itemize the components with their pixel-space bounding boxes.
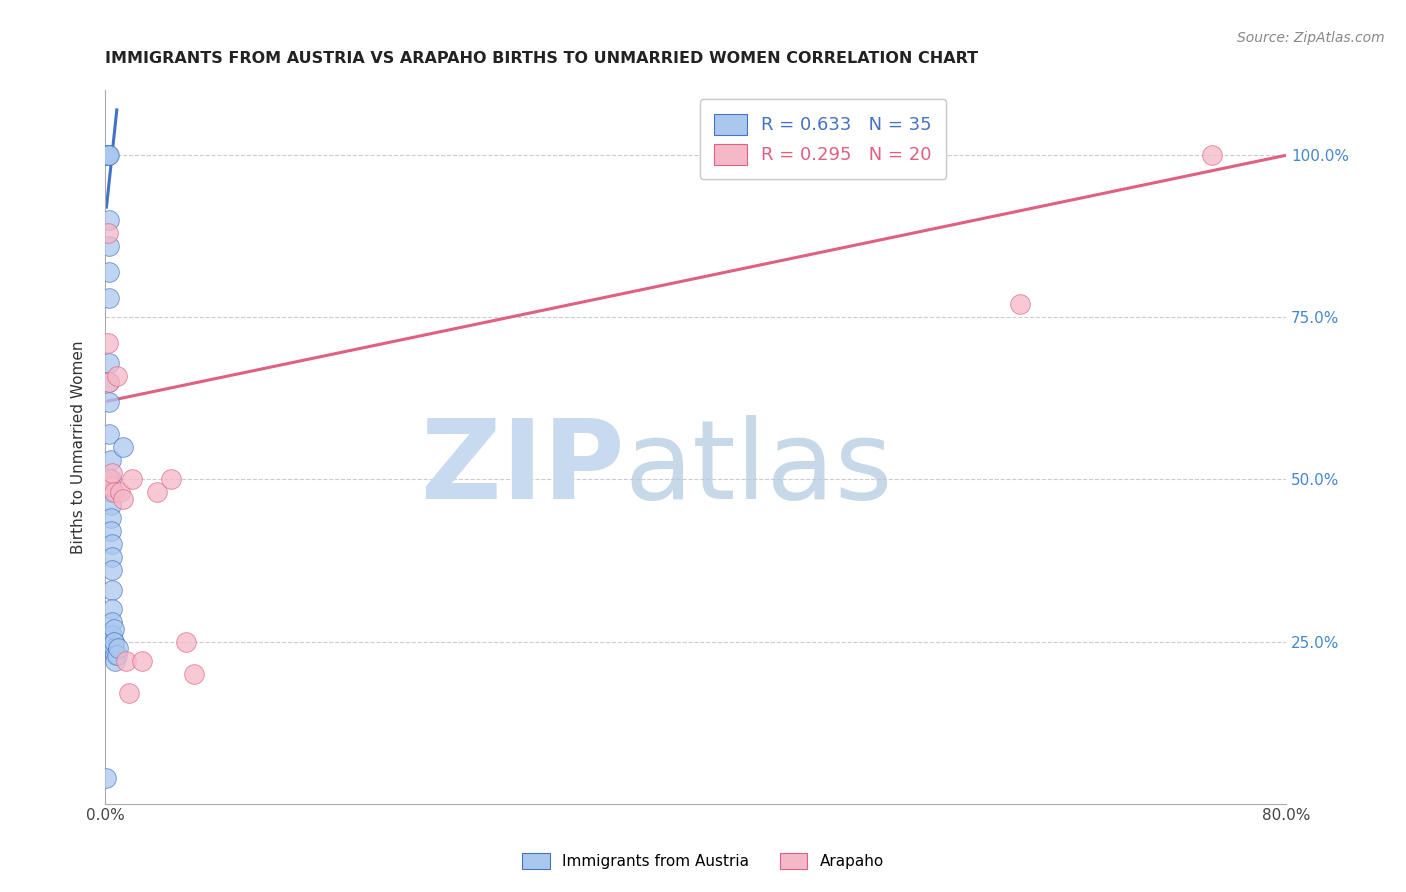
Point [160, 473, 183, 487]
Legend: R = 0.633   N = 35, R = 0.295   N = 20: R = 0.633 N = 35, R = 0.295 N = 20 [700, 100, 946, 179]
Text: atlas: atlas [624, 415, 893, 522]
Point [101, 537, 124, 551]
Point [101, 582, 124, 597]
Point [1010, 297, 1032, 311]
Point [97, 336, 120, 351]
Point [98, 265, 121, 279]
Y-axis label: Births to Unmarried Women: Births to Unmarried Women [72, 340, 86, 554]
Point [101, 550, 124, 565]
Point [96, 771, 118, 785]
Point [104, 648, 127, 662]
Point [98, 427, 121, 442]
Point [103, 634, 125, 648]
Point [111, 491, 134, 506]
Point [103, 485, 125, 500]
Point [98, 375, 121, 389]
Point [107, 640, 129, 655]
Point [98, 375, 121, 389]
Point [183, 667, 205, 681]
Point [103, 634, 125, 648]
Point [104, 654, 127, 668]
Point [174, 634, 197, 648]
Point [98, 148, 121, 162]
Point [97, 148, 120, 162]
Point [98, 213, 121, 227]
Text: IMMIGRANTS FROM AUSTRIA VS ARAPAHO BIRTHS TO UNMARRIED WOMEN CORRELATION CHART: IMMIGRANTS FROM AUSTRIA VS ARAPAHO BIRTH… [105, 51, 979, 66]
Text: Source: ZipAtlas.com: Source: ZipAtlas.com [1237, 31, 1385, 45]
Point [100, 479, 122, 493]
Point [98, 473, 121, 487]
Point [101, 466, 124, 480]
Point [100, 511, 122, 525]
Point [105, 368, 128, 383]
Point [100, 499, 122, 513]
Point [97, 226, 120, 240]
Point [111, 440, 134, 454]
Point [100, 453, 122, 467]
Legend: Immigrants from Austria, Arapaho: Immigrants from Austria, Arapaho [516, 847, 890, 875]
Point [114, 654, 136, 668]
Point [101, 628, 124, 642]
Point [103, 622, 125, 636]
Point [98, 239, 121, 253]
Point [103, 640, 125, 655]
Point [145, 485, 167, 500]
Point [98, 394, 121, 409]
Point [97, 148, 120, 162]
Point [101, 563, 124, 577]
Point [121, 473, 143, 487]
Point [98, 291, 121, 305]
Point [97, 148, 120, 162]
Point [98, 356, 121, 370]
Point [101, 615, 124, 629]
Point [100, 524, 122, 539]
Point [108, 485, 131, 500]
Point [100, 473, 122, 487]
Point [105, 648, 128, 662]
Point [100, 485, 122, 500]
Point [131, 654, 153, 668]
Text: ZIP: ZIP [422, 415, 624, 522]
Point [1201, 148, 1223, 162]
Point [101, 602, 124, 616]
Point [117, 686, 139, 700]
